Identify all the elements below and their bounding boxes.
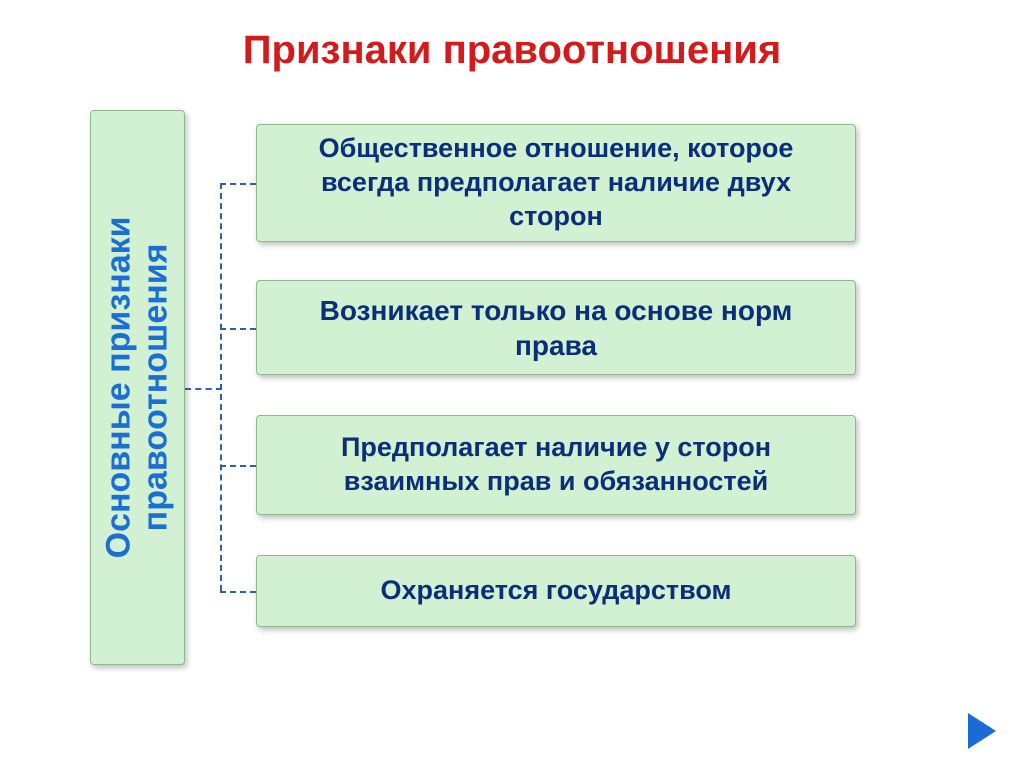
connector-stub [185, 388, 222, 390]
feature-box-2: Возникает только на основе норм права [256, 280, 856, 375]
main-category-label: Основные признакиправоотношения [100, 217, 175, 559]
feature-box-1: Общественное отношение, которое всегда п… [256, 124, 856, 242]
feature-box-3: Предполагает наличие у сторон взаимных п… [256, 415, 856, 515]
feature-box-4: Охраняется государством [256, 555, 856, 627]
connector-branch-3 [220, 465, 256, 467]
connector-branch-1 [220, 183, 256, 185]
next-slide-arrow[interactable] [968, 713, 996, 749]
page-title: Признаки правоотношения [0, 0, 1024, 73]
connector-branch-2 [220, 328, 256, 330]
connector-branch-4 [220, 591, 256, 593]
main-category-box: Основные признакиправоотношения [90, 110, 185, 665]
